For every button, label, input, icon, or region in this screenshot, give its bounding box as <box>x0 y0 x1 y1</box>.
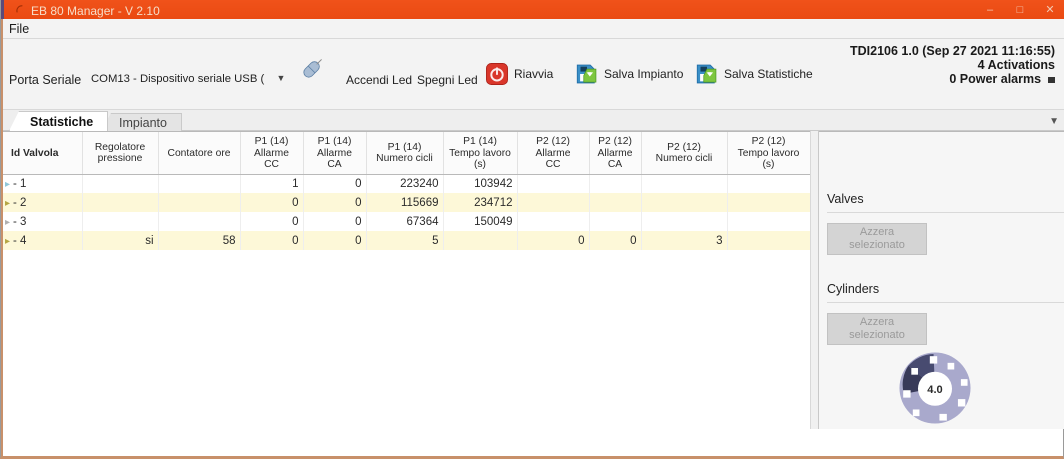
svg-text:4.0: 4.0 <box>927 384 942 396</box>
